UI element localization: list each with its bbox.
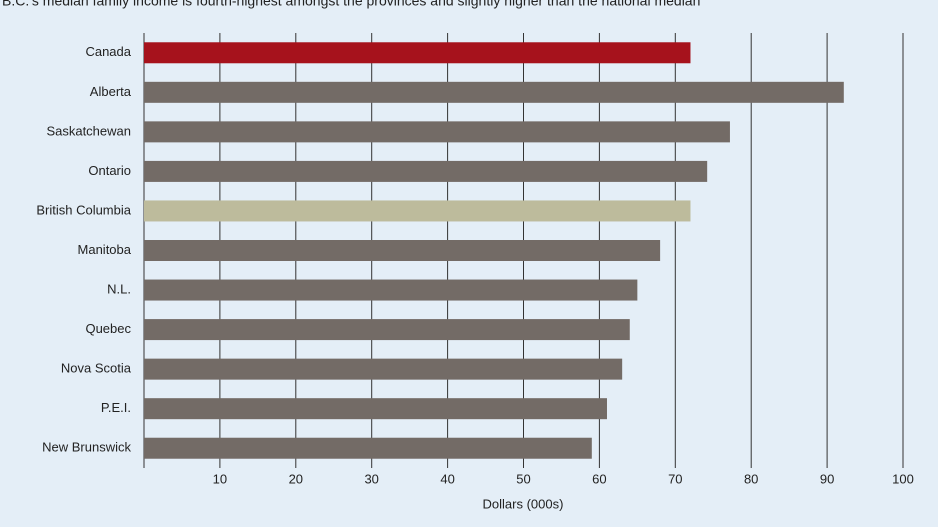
y-tick-label: Quebec xyxy=(85,321,131,336)
x-tick-label: 100 xyxy=(892,471,914,486)
x-tick-label: 50 xyxy=(516,471,530,486)
y-tick-label: P.E.I. xyxy=(101,400,131,415)
y-tick-label: Canada xyxy=(85,44,131,59)
x-axis-label: Dollars (000s) xyxy=(483,496,564,511)
y-tick-label: British Columbia xyxy=(36,202,131,217)
bar xyxy=(144,160,708,182)
bar xyxy=(144,437,592,459)
bar xyxy=(144,398,607,420)
y-tick-label: New Brunswick xyxy=(42,440,131,455)
chart-title: B.C.'s median family income is fourth-hi… xyxy=(2,0,700,9)
x-tick-label: 10 xyxy=(213,471,227,486)
y-tick-label: Manitoba xyxy=(78,242,132,257)
bar xyxy=(144,121,730,143)
bar xyxy=(144,279,638,301)
bar xyxy=(144,200,691,222)
y-tick-label: Alberta xyxy=(90,84,132,99)
y-tick-label: N.L. xyxy=(107,281,131,296)
x-tick-label: 30 xyxy=(364,471,378,486)
bar xyxy=(144,358,623,380)
x-tick-label: 80 xyxy=(744,471,758,486)
y-tick-label: Saskatchewan xyxy=(46,123,131,138)
bar xyxy=(144,42,691,64)
y-tick-label: Nova Scotia xyxy=(61,361,132,376)
bar xyxy=(144,319,630,341)
y-tick-label: Ontario xyxy=(88,163,131,178)
x-tick-label: 60 xyxy=(592,471,606,486)
bar xyxy=(144,81,844,103)
bar xyxy=(144,240,661,261)
x-tick-label: 90 xyxy=(820,471,834,486)
x-tick-label: 20 xyxy=(289,471,303,486)
x-tick-label: 40 xyxy=(440,471,454,486)
x-tick-label: 70 xyxy=(668,471,682,486)
